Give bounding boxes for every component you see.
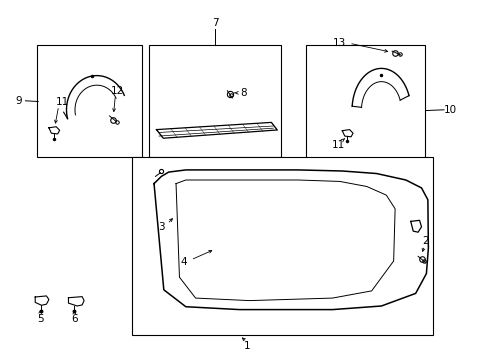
Text: 5: 5 [37, 314, 43, 324]
Bar [149, 45, 281, 157]
Text: 1: 1 [243, 341, 250, 351]
Bar [266, 253, 286, 270]
Text: 2: 2 [421, 236, 428, 246]
Text: 4: 4 [180, 257, 186, 267]
Bar [173, 204, 192, 220]
Text: 6: 6 [71, 314, 78, 324]
Bar [305, 251, 325, 268]
Text: 11: 11 [331, 140, 345, 150]
Text: 11: 11 [55, 96, 69, 107]
Text: 10: 10 [444, 105, 456, 115]
Bar [212, 233, 233, 250]
Bar [37, 45, 142, 157]
Text: 3: 3 [158, 222, 164, 232]
Text: 9: 9 [15, 96, 22, 106]
Text: 12: 12 [110, 86, 124, 96]
Bar [132, 157, 432, 335]
Text: 8: 8 [240, 88, 246, 98]
Bar [305, 45, 425, 167]
Text: 7: 7 [211, 18, 218, 28]
Text: 13: 13 [332, 38, 346, 48]
